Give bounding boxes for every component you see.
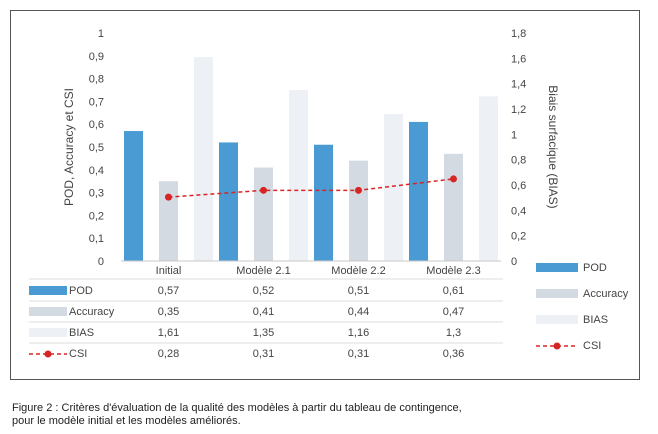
y2-tick-label: 0,8 xyxy=(511,155,526,167)
legend-label: Accuracy xyxy=(583,288,629,300)
y2-axis-title: Biais surfacique (BIAS) xyxy=(546,85,560,208)
legend-key-bias xyxy=(536,315,578,324)
table-series-name: CSI xyxy=(69,348,87,360)
table-cell: 0,57 xyxy=(158,285,179,297)
table-cell: 0,52 xyxy=(253,285,274,297)
y-tick-label: 0,6 xyxy=(89,119,104,131)
legend-label: POD xyxy=(583,262,607,274)
bar-pod-initial xyxy=(124,131,143,261)
y-tick-label: 0,3 xyxy=(89,188,104,200)
x-tick-label: Modèle 2.2 xyxy=(331,265,385,277)
point-csi-mod-le-2-1 xyxy=(260,186,267,194)
point-csi-mod-le-2-2 xyxy=(355,186,362,194)
legend-label: CSI xyxy=(583,340,601,352)
y2-tick-label: 1,6 xyxy=(511,53,526,65)
figure-frame: 0 0,1 0,2 0,3 0,4 0,5 0,6 0,7 0,8 0,9 1 0 0,2 0,4 0,6 0… xyxy=(10,10,640,380)
caption-line-2: pour le modèle initial et les modèles am… xyxy=(12,415,241,427)
y2-tick-label: 1 xyxy=(511,129,517,141)
table-cell: 1,16 xyxy=(348,327,369,339)
table-legend-key-pod xyxy=(29,286,67,295)
chart: 0 0,1 0,2 0,3 0,4 0,5 0,6 0,7 0,8 0,9 1 0 0,2 0,4 0,6 0… xyxy=(29,28,629,360)
table-series-name: Accuracy xyxy=(69,306,115,318)
legend-key-marker-csi xyxy=(553,342,561,350)
table-cell: 0,47 xyxy=(443,306,464,318)
table-cell: 1,35 xyxy=(253,327,274,339)
x-tick-label: Initial xyxy=(156,265,182,277)
y-tick-label: 0 xyxy=(98,256,104,268)
bar-accuracy-mod-le-2-1 xyxy=(254,167,273,261)
y2-tick-label: 0,6 xyxy=(511,180,526,192)
bar-pod-mod-le-2-1 xyxy=(219,142,238,261)
y2-tick-label: 1,4 xyxy=(511,79,526,91)
bar-pod-mod-le-2-2 xyxy=(314,144,333,261)
y2-tick-label: 0 xyxy=(511,256,517,268)
y-tick-label: 0,2 xyxy=(89,210,104,222)
legend-label: BIAS xyxy=(583,314,608,326)
table-cell: 0,44 xyxy=(348,306,369,318)
bar-bias-initial xyxy=(194,57,213,261)
table-series-name: POD xyxy=(69,285,93,297)
point-csi-initial xyxy=(165,193,172,201)
legend-key-accuracy xyxy=(536,289,578,298)
table-cell: 0,51 xyxy=(348,285,369,297)
bar-bias-mod-le-2-2 xyxy=(384,114,403,261)
y-axis-title: POD, Accuracy et CSI xyxy=(62,88,76,206)
table-cell: 0,41 xyxy=(253,306,274,318)
figure-caption: Figure 2 : Critères d'évaluation de la q… xyxy=(12,402,632,428)
table-legend-key-accuracy xyxy=(29,307,67,316)
y2-tick-label: 0,2 xyxy=(511,231,526,243)
table-cell: 0,36 xyxy=(443,348,464,360)
bar-accuracy-mod-le-2-3 xyxy=(444,153,463,261)
table-cell: 0,35 xyxy=(158,306,179,318)
y-tick-label: 1 xyxy=(98,28,104,40)
y2-tick-label: 1,8 xyxy=(511,28,526,40)
table-cell: 0,61 xyxy=(443,285,464,297)
bar-accuracy-mod-le-2-2 xyxy=(349,160,368,261)
bar-bias-mod-le-2-1 xyxy=(289,90,308,261)
y-tick-label: 0,9 xyxy=(89,51,104,63)
table-series-name: BIAS xyxy=(69,327,94,339)
legend-key-pod xyxy=(536,263,578,272)
x-tick-label: Modèle 2.1 xyxy=(236,265,290,277)
y-tick-label: 0,8 xyxy=(89,74,104,86)
y-tick-label: 0,7 xyxy=(89,96,104,108)
line-csi xyxy=(168,178,454,198)
y-tick-label: 0,4 xyxy=(89,165,104,177)
point-csi-mod-le-2-3 xyxy=(450,175,457,183)
table-cell: 0,31 xyxy=(253,348,274,360)
y2-tick-label: 1,2 xyxy=(511,104,526,116)
bar-accuracy-initial xyxy=(159,181,178,261)
bar-bias-mod-le-2-3 xyxy=(479,96,498,261)
y-tick-label: 0,1 xyxy=(89,233,104,245)
bar-pod-mod-le-2-3 xyxy=(409,121,428,261)
caption-line-1: Figure 2 : Critères d'évaluation de la q… xyxy=(12,402,462,414)
x-tick-label: Modèle 2.3 xyxy=(426,265,480,277)
table-legend-key-bias xyxy=(29,328,67,337)
table-cell: 1,3 xyxy=(446,327,461,339)
table-cell: 1,61 xyxy=(158,327,179,339)
table-cell: 0,28 xyxy=(158,348,179,360)
table-legend-key-marker-csi xyxy=(44,350,52,358)
table-cell: 0,31 xyxy=(348,348,369,360)
y-tick-label: 0,5 xyxy=(89,142,104,154)
y2-tick-label: 0,4 xyxy=(511,205,526,217)
